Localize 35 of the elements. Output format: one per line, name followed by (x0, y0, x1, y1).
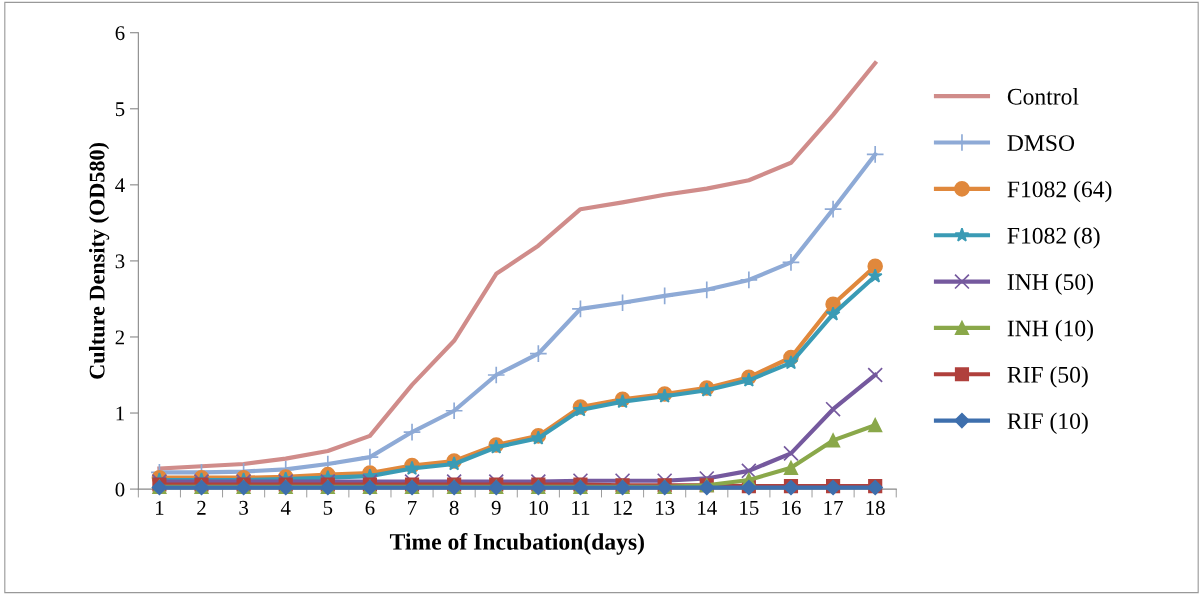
x-tick-label: 16 (782, 500, 801, 515)
x-tick-label: 7 (408, 501, 417, 515)
x-tick-label: 18 (866, 500, 885, 515)
legend-label: RIF (10) (1007, 412, 1088, 434)
x-axis-title: Time of Incubation(days) (389, 532, 644, 555)
legend-label: DMSO (1007, 135, 1075, 152)
x-tick-label: 17 (824, 500, 843, 515)
x-tick-label: 12 (613, 500, 632, 515)
x-tick-label: 15 (740, 500, 759, 515)
x-tick-label: 5 (323, 501, 333, 515)
y-axis-title: Culture Density (OD580) (88, 142, 110, 379)
x-tick-label: 4 (280, 500, 291, 515)
x-tick-label: 6 (365, 500, 375, 515)
x-tick-label: 10 (529, 500, 548, 515)
legend-label: INH (10) (1007, 319, 1093, 342)
x-tick-label: 3 (239, 500, 248, 515)
y-tick-label: 4 (115, 178, 125, 193)
x-tick-label: 1 (156, 500, 164, 515)
legend-label: F1082 (64) (1007, 180, 1112, 203)
legend-label: INH (50) (1007, 273, 1093, 295)
x-tick-label: 13 (656, 500, 675, 515)
y-tick-label: 6 (115, 26, 125, 41)
y-tick-label: 3 (115, 254, 125, 269)
x-tick-label: 11 (572, 500, 590, 515)
legend-label: Control (1007, 88, 1079, 105)
y-tick-label: 2 (115, 330, 124, 345)
y-tick-label: 5 (115, 102, 125, 117)
x-tick-label: 14 (698, 500, 717, 515)
legend-label: F1082 (8) (1007, 227, 1100, 249)
y-tick-label: 0 (115, 482, 125, 497)
x-tick-label: 8 (449, 500, 459, 515)
y-tick-label: 1 (116, 406, 124, 421)
x-tick-label: 9 (491, 500, 501, 515)
legend-label: RIF (50) (1007, 366, 1088, 388)
x-tick-label: 2 (197, 500, 206, 515)
